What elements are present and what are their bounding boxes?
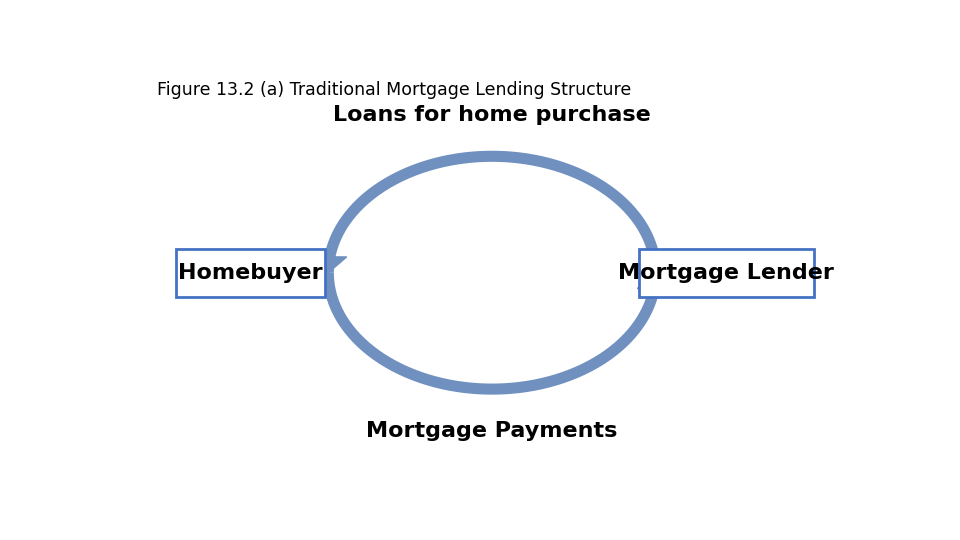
Text: Loans for home purchase: Loans for home purchase (333, 105, 651, 125)
Text: Figure 13.2 (a) Traditional Mortgage Lending Structure: Figure 13.2 (a) Traditional Mortgage Len… (157, 82, 632, 99)
Text: Mortgage Lender: Mortgage Lender (618, 262, 834, 283)
Polygon shape (637, 273, 674, 288)
Text: Homebuyer: Homebuyer (178, 262, 323, 283)
FancyBboxPatch shape (639, 249, 814, 296)
FancyBboxPatch shape (176, 249, 324, 296)
Polygon shape (310, 257, 347, 273)
Text: Mortgage Payments: Mortgage Payments (367, 421, 617, 441)
